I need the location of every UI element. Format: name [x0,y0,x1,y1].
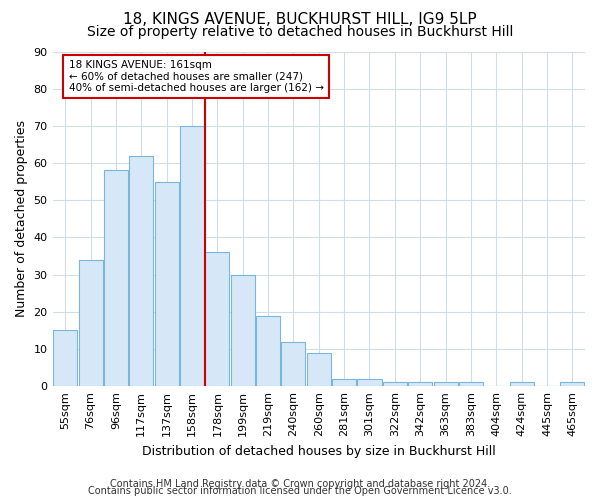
Bar [307,352,331,386]
Bar [281,342,305,386]
Bar [53,330,77,386]
Bar [434,382,458,386]
Bar [180,126,204,386]
Bar [104,170,128,386]
Bar [509,382,533,386]
Bar [332,378,356,386]
Y-axis label: Number of detached properties: Number of detached properties [15,120,28,318]
Bar [383,382,407,386]
Bar [79,260,103,386]
Bar [358,378,382,386]
Bar [408,382,432,386]
Bar [256,316,280,386]
Bar [459,382,483,386]
Bar [230,274,255,386]
Text: Size of property relative to detached houses in Buckhurst Hill: Size of property relative to detached ho… [87,25,513,39]
Bar [129,156,154,386]
Text: Contains HM Land Registry data © Crown copyright and database right 2024.: Contains HM Land Registry data © Crown c… [110,479,490,489]
Bar [560,382,584,386]
Bar [155,182,179,386]
Text: Contains public sector information licensed under the Open Government Licence v3: Contains public sector information licen… [88,486,512,496]
X-axis label: Distribution of detached houses by size in Buckhurst Hill: Distribution of detached houses by size … [142,444,496,458]
Text: 18 KINGS AVENUE: 161sqm
← 60% of detached houses are smaller (247)
40% of semi-d: 18 KINGS AVENUE: 161sqm ← 60% of detache… [68,60,323,93]
Bar [205,252,229,386]
Text: 18, KINGS AVENUE, BUCKHURST HILL, IG9 5LP: 18, KINGS AVENUE, BUCKHURST HILL, IG9 5L… [123,12,477,28]
